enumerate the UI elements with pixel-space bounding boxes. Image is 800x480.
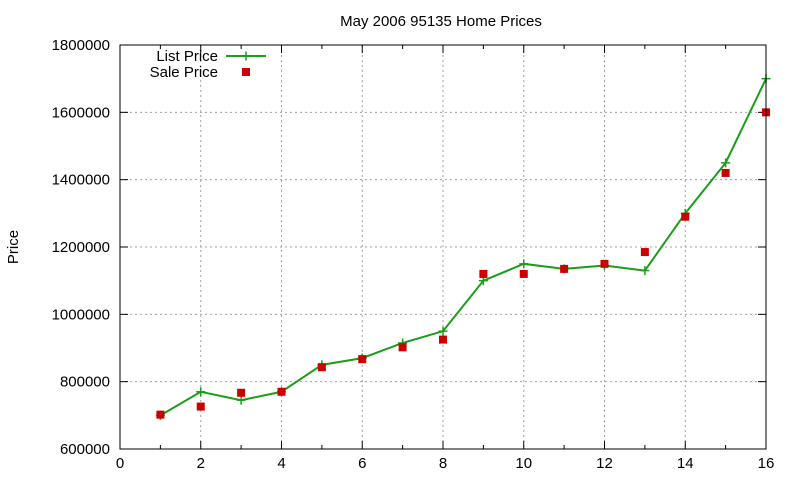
y-axis-label: Price	[5, 230, 22, 264]
sale-price-point	[721, 168, 730, 177]
plot-frame	[119, 44, 767, 450]
list-price-point	[721, 158, 731, 168]
legend-marker-swatch	[242, 68, 250, 76]
sale-price-point	[196, 402, 205, 411]
x-tick-label: 10	[515, 455, 532, 472]
y-tick-label: 1200000	[52, 239, 110, 256]
list-price-point	[236, 395, 246, 405]
sale-price-point	[156, 410, 165, 419]
list-price-point	[438, 326, 448, 336]
x-tick-label: 12	[596, 455, 613, 472]
legend-label: Sale Price	[150, 64, 218, 81]
sale-price-point	[681, 212, 690, 221]
x-tick-label: 0	[116, 455, 124, 472]
y-tick-label: 1000000	[52, 306, 110, 323]
sale-price-point	[237, 388, 246, 397]
chart-title: May 2006 95135 Home Prices	[340, 13, 542, 30]
list-price-point	[640, 266, 650, 276]
x-tick-label: 8	[439, 455, 447, 472]
sale-price-point	[519, 269, 528, 278]
sale-price-point	[479, 269, 488, 278]
series-layer	[155, 74, 771, 420]
y-tick-label: 1400000	[52, 172, 110, 189]
y-tick-label: 1800000	[52, 37, 110, 54]
sale-price-point	[439, 335, 447, 344]
sale-price-point	[640, 248, 649, 257]
sale-price-point	[277, 387, 286, 396]
y-tick-label: 600000	[60, 441, 110, 458]
x-tick-label: 16	[758, 455, 775, 472]
list-price-point	[519, 259, 529, 269]
legend-label: List Price	[156, 48, 218, 65]
list-price-point	[196, 387, 206, 397]
y-tick-label: 1600000	[52, 104, 110, 121]
sale-price-point	[358, 355, 367, 364]
list-price-line	[159, 78, 767, 417]
y-tick-label: 800000	[60, 374, 110, 391]
x-tick-label: 2	[197, 455, 205, 472]
legend-marker-swatch	[241, 51, 251, 61]
sale-price-point	[560, 264, 569, 273]
sale-price-point	[398, 343, 407, 352]
x-axis-ticks: 0 2 4 6 8 10 12 14 16	[116, 45, 775, 472]
y-axis-ticks: 600000 800000 1000000 1200000 1400000 1600000…	[52, 37, 766, 458]
grid	[120, 45, 766, 449]
sale-price-point	[600, 259, 609, 268]
x-tick-label: 6	[358, 455, 366, 472]
x-tick-label: 4	[277, 455, 285, 472]
x-tick-label: 14	[677, 455, 694, 472]
sale-price-point	[317, 363, 326, 372]
